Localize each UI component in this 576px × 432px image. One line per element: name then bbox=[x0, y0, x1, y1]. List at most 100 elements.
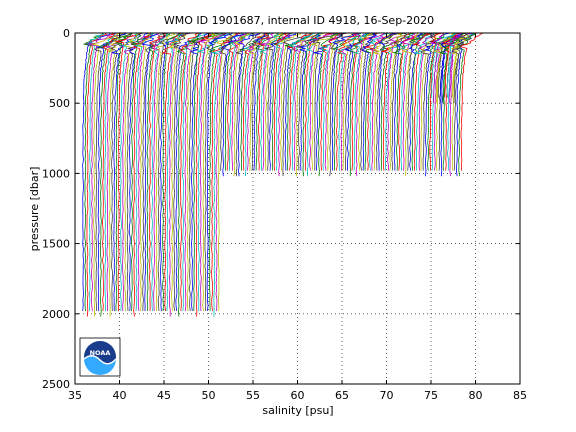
noaa-logo: NOAA bbox=[79, 337, 121, 377]
y-tick-label: 0 bbox=[63, 27, 70, 40]
profile-line bbox=[400, 33, 416, 171]
profiles bbox=[82, 33, 484, 317]
profile-line bbox=[248, 33, 266, 171]
profile-line bbox=[407, 33, 436, 171]
profile-line bbox=[106, 33, 134, 312]
profile-line bbox=[424, 33, 451, 177]
profile-line bbox=[229, 33, 254, 171]
profile-line bbox=[311, 33, 341, 171]
profile-line bbox=[453, 33, 477, 171]
profile-line bbox=[331, 33, 361, 171]
profile-line bbox=[207, 33, 239, 312]
profile-line bbox=[446, 33, 475, 171]
profile-line bbox=[226, 33, 253, 171]
profile-line bbox=[447, 33, 473, 177]
profile-line bbox=[441, 33, 458, 98]
profile-line bbox=[146, 33, 171, 312]
profile-line bbox=[287, 33, 312, 171]
profile-line bbox=[128, 33, 150, 312]
profile-line bbox=[282, 33, 308, 177]
profile-line bbox=[204, 33, 227, 312]
profile-line bbox=[273, 33, 289, 171]
profile-line bbox=[188, 33, 221, 312]
x-tick-label: 80 bbox=[469, 389, 483, 402]
profile-line bbox=[233, 33, 250, 177]
profile-line bbox=[378, 33, 398, 171]
y-tick-label: 1500 bbox=[42, 238, 70, 251]
profile-line bbox=[162, 33, 186, 312]
profile-line bbox=[131, 33, 154, 312]
profile-line bbox=[242, 33, 265, 171]
profile-line bbox=[126, 33, 144, 312]
profile-line bbox=[460, 33, 484, 171]
profile-line bbox=[186, 33, 216, 312]
profile-line bbox=[168, 33, 192, 317]
profile-line bbox=[191, 33, 226, 312]
profile-line bbox=[137, 33, 160, 312]
profile-line bbox=[412, 33, 430, 171]
profile-line bbox=[115, 33, 141, 311]
x-tick-label: 60 bbox=[291, 389, 305, 402]
profile-line bbox=[361, 33, 378, 171]
x-tick-label: 55 bbox=[246, 389, 260, 402]
grid bbox=[75, 33, 520, 384]
profile-line bbox=[148, 33, 168, 312]
profile-line bbox=[260, 33, 275, 171]
profile-line bbox=[302, 33, 320, 177]
profile-line bbox=[451, 33, 468, 104]
chart-title: WMO ID 1901687, internal ID 4918, 16-Sep… bbox=[164, 14, 434, 27]
ticks: 35 40 45 50 55 60 65 70 75 80 85 0 500 1000 1500 2000 25… bbox=[42, 27, 527, 402]
profile-line bbox=[340, 33, 361, 171]
profile-line bbox=[157, 33, 184, 312]
profile-line bbox=[212, 33, 244, 317]
profile-line bbox=[369, 33, 391, 171]
x-axis-label: salinity [psu] bbox=[262, 404, 333, 417]
profile-line bbox=[353, 33, 369, 171]
profile-line bbox=[392, 33, 416, 171]
profile-line bbox=[284, 33, 312, 171]
profile-line bbox=[136, 33, 151, 312]
profile-line bbox=[184, 33, 215, 312]
profile-line bbox=[372, 33, 395, 171]
profile-line bbox=[257, 33, 270, 171]
x-tick-label: 70 bbox=[380, 389, 394, 402]
logo-text: NOAA bbox=[90, 349, 111, 357]
profile-line bbox=[337, 33, 362, 171]
profile-line bbox=[296, 33, 320, 171]
profile-line bbox=[240, 33, 269, 171]
profile-line bbox=[329, 33, 347, 177]
profile-line bbox=[161, 33, 183, 312]
profile-line bbox=[155, 33, 176, 312]
profile-line bbox=[108, 33, 124, 317]
profile-line bbox=[220, 33, 234, 171]
profile-line bbox=[351, 33, 379, 171]
profile-line bbox=[179, 33, 199, 312]
profile-line bbox=[295, 33, 326, 177]
y-tick-label: 500 bbox=[49, 97, 70, 110]
x-tick-label: 65 bbox=[335, 389, 349, 402]
profile-line bbox=[206, 33, 233, 312]
profile-line bbox=[400, 33, 430, 171]
profile-line bbox=[447, 33, 463, 104]
profile-line bbox=[342, 33, 373, 171]
profile-line bbox=[85, 33, 108, 317]
profile-line bbox=[215, 33, 238, 312]
profile-line bbox=[102, 33, 117, 312]
profile-line bbox=[202, 33, 218, 312]
profile-line bbox=[134, 33, 156, 312]
profile-line bbox=[446, 33, 458, 98]
profile-line bbox=[195, 33, 211, 317]
profile-line bbox=[169, 33, 187, 312]
profile-line bbox=[142, 33, 169, 312]
profile-line bbox=[211, 33, 242, 312]
profile-line bbox=[275, 33, 291, 171]
y-axis-label: pressure [dbar] bbox=[28, 167, 41, 252]
profile-line bbox=[104, 33, 116, 312]
profile-line bbox=[237, 33, 259, 177]
profile-line bbox=[326, 33, 353, 171]
profile-line bbox=[199, 33, 228, 312]
profile-line bbox=[420, 33, 441, 171]
x-tick-label: 35 bbox=[68, 389, 82, 402]
logo-wave-edge bbox=[83, 355, 117, 365]
profile-line bbox=[318, 33, 342, 177]
